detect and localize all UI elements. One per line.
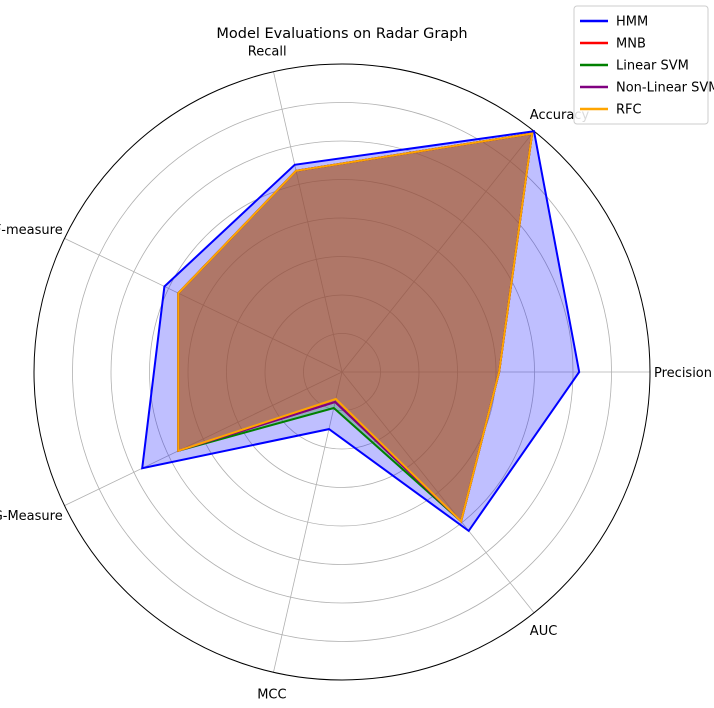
series-fill-non-linear-svm	[178, 133, 533, 522]
series-line-hmm	[141, 130, 581, 533]
radar-grid	[33, 63, 651, 681]
series-fill-linear-svm	[178, 133, 533, 522]
grid-spoke	[341, 371, 535, 614]
chart-title: Model Evaluations on Radar Graph	[216, 26, 467, 42]
legend-label: MNB	[616, 37, 646, 52]
grid-spoke	[273, 371, 343, 673]
grid-spoke	[273, 71, 343, 373]
series-line-rfc	[177, 132, 534, 524]
axis-label: Precision	[654, 366, 712, 381]
legend: HMM MNB Linear SVM Non-Linear SVM RFC	[573, 5, 714, 125]
series-fill-mnb	[178, 133, 533, 522]
axis-label: G-Measure	[0, 509, 63, 524]
axis-label: MCC	[257, 688, 286, 703]
grid-spoke	[64, 371, 343, 506]
axis-label: Recall	[248, 44, 287, 59]
legend-label: Linear SVM	[616, 59, 689, 74]
legend-label: Non-Linear SVM	[616, 81, 714, 96]
series-layer	[141, 130, 581, 533]
polar-frame	[33, 63, 651, 681]
legend-label: RFC	[616, 103, 642, 118]
series-fill-rfc	[178, 133, 533, 522]
grid-spoke	[341, 130, 535, 373]
grid-spoke	[64, 238, 343, 373]
legend-label: HMM	[616, 15, 648, 30]
axis-label: F-measure	[0, 223, 63, 238]
axis-label: AUC	[530, 624, 558, 639]
legend-box	[573, 5, 709, 125]
